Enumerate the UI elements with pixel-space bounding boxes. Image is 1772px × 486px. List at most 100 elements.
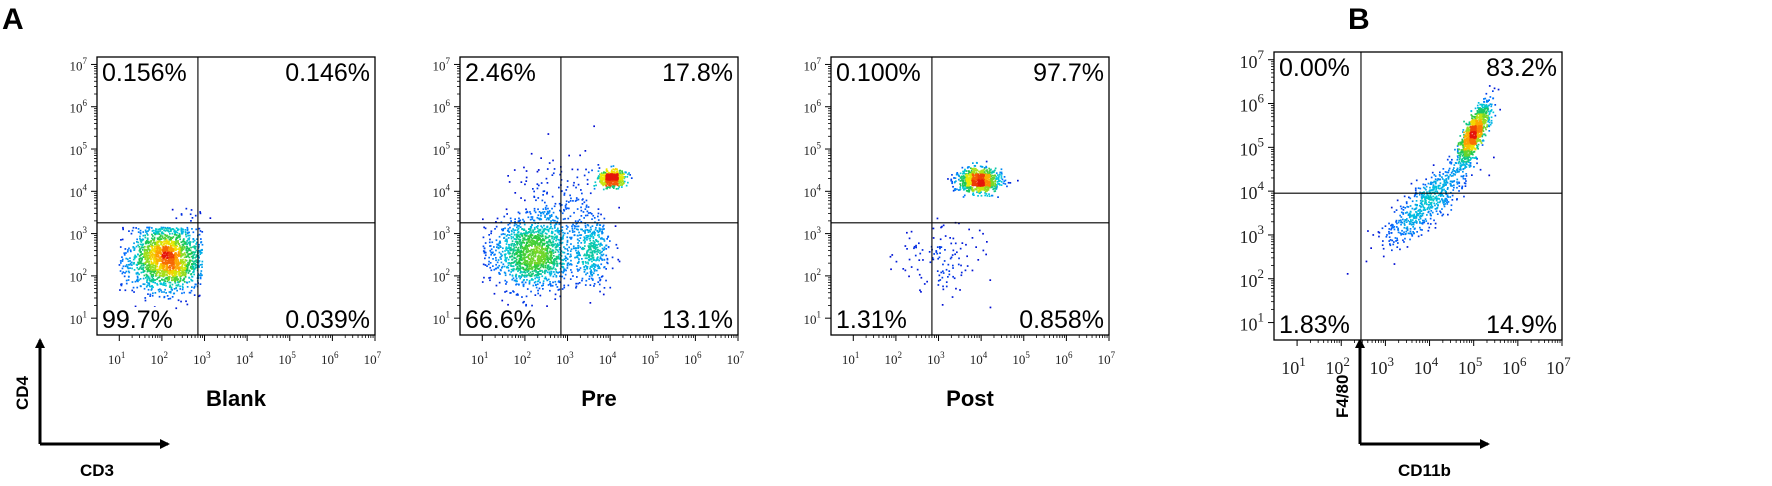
event-dot: [516, 283, 518, 285]
event-dot: [541, 252, 544, 255]
event-dot: [163, 281, 165, 284]
event-dot: [600, 263, 603, 266]
event-dot: [184, 276, 187, 278]
event-dot: [521, 263, 523, 265]
event-dot: [146, 234, 149, 236]
event-dot: [997, 178, 1000, 181]
event-dot: [181, 288, 184, 291]
event-dot: [514, 229, 516, 231]
event-dot: [517, 211, 520, 214]
event-dot: [991, 170, 994, 173]
event-dot: [175, 259, 178, 262]
event-dot: [574, 256, 576, 259]
event-dot: [548, 227, 551, 230]
event-dot: [516, 263, 518, 266]
event-dot: [176, 289, 178, 292]
event-dot: [515, 235, 518, 238]
event-dot: [179, 254, 182, 257]
event-dot: [550, 251, 552, 254]
event-dot: [125, 264, 128, 266]
event-dot: [514, 263, 517, 266]
event-dot: [522, 237, 524, 239]
event-dot: [557, 238, 560, 241]
event-dot: [517, 242, 519, 245]
event-dot: [200, 238, 202, 240]
event-dot: [981, 185, 984, 188]
event-dot: [537, 255, 539, 258]
event-dot: [562, 234, 565, 236]
event-dot: [538, 242, 541, 244]
event-dot: [504, 227, 506, 230]
event-dot: [162, 232, 165, 235]
event-dot: [167, 228, 170, 230]
event-dot: [576, 168, 579, 171]
event-dot: [175, 284, 178, 287]
event-dot: [154, 245, 157, 248]
event-dot: [161, 255, 164, 257]
event-dot: [989, 279, 992, 281]
event-dot: [173, 274, 176, 277]
x-tick-label: 105: [641, 350, 659, 367]
event-dot: [593, 247, 596, 250]
event-dot: [144, 258, 147, 260]
event-dot: [991, 186, 993, 188]
event-dot: [1002, 182, 1005, 185]
event-dot: [163, 266, 166, 268]
event-dot: [506, 213, 508, 215]
event-dot: [992, 188, 994, 191]
event-dot: [572, 275, 574, 277]
event-dot: [171, 244, 173, 247]
event-dot: [129, 249, 132, 252]
event-dot: [965, 170, 968, 172]
event-dot: [535, 276, 538, 278]
event-dot: [614, 225, 617, 227]
event-dot: [530, 216, 533, 218]
event-dot: [482, 263, 485, 266]
event-dot: [537, 197, 540, 199]
event-dot: [964, 187, 967, 189]
event-dot: [527, 269, 530, 272]
event-dot: [190, 273, 193, 275]
event-dot: [510, 237, 513, 240]
event-dot: [578, 260, 580, 263]
event-dot: [534, 267, 537, 270]
event-dot: [533, 242, 536, 245]
event-dot: [603, 287, 606, 289]
event-dot: [120, 284, 123, 287]
event-dot: [152, 239, 155, 242]
event-dot: [505, 208, 508, 211]
event-dot: [165, 270, 167, 273]
event-dot: [994, 180, 996, 183]
event-dot: [935, 251, 938, 253]
event-dot: [976, 162, 978, 164]
event-dot: [986, 195, 989, 197]
event-dot: [524, 261, 526, 264]
y-tick-label: 107: [70, 56, 88, 74]
event-dot: [523, 246, 526, 249]
event-dot: [564, 206, 567, 209]
event-dot: [512, 265, 515, 267]
event-dot: [541, 284, 543, 287]
event-dot: [540, 264, 542, 266]
event-dot: [169, 291, 172, 294]
event-dot: [971, 187, 973, 190]
event-dot: [201, 249, 203, 251]
event-dot: [149, 280, 152, 282]
event-dot: [154, 266, 157, 268]
event-dot: [154, 241, 156, 244]
event-dot: [183, 264, 186, 266]
event-dot: [172, 262, 175, 264]
event-dot: [607, 173, 610, 176]
event-dot: [598, 234, 600, 236]
event-dot: [518, 255, 521, 258]
event-dot: [589, 226, 592, 229]
event-dot: [597, 251, 600, 253]
event-dot: [172, 236, 175, 238]
event-dot: [526, 264, 529, 267]
event-dot: [128, 271, 131, 274]
event-dot: [147, 240, 150, 243]
event-dot: [162, 283, 164, 286]
event-dot: [624, 176, 626, 178]
event-dot: [145, 255, 148, 257]
event-dot: [503, 215, 506, 218]
